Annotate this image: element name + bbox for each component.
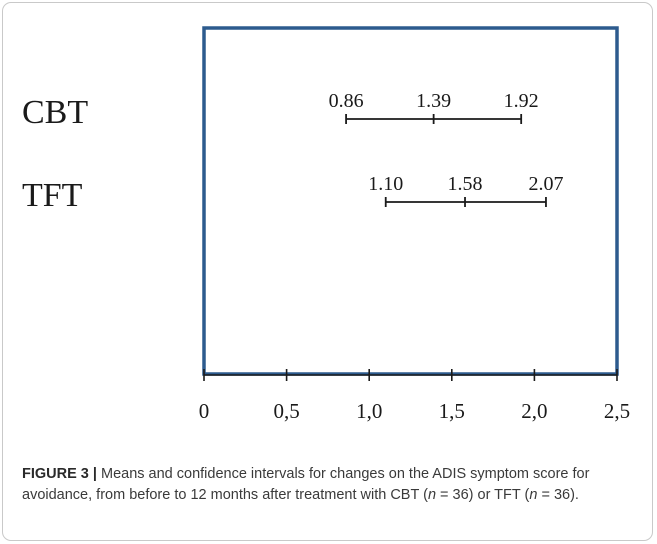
plot-frame [202, 26, 619, 376]
x-tick-label: 0,5 [273, 399, 299, 423]
x-tick-label: 1,5 [439, 399, 465, 423]
caption-n-symbol-1: n [427, 486, 437, 503]
caption-label: FIGURE 3 | [22, 466, 97, 482]
interval-cbt: CBT 0.86 1.39 1.92 [22, 90, 539, 131]
x-tick-label: 2,5 [604, 399, 630, 423]
x-tick-label: 1,0 [356, 399, 382, 423]
caption-text-3: = 36). [537, 486, 579, 503]
mean-value-label: 1.58 [448, 173, 483, 195]
caption-text-1: Means and confidence intervals for chang… [22, 466, 590, 503]
lower-value-label: 0.86 [329, 90, 364, 112]
figure-caption: FIGURE 3 | Means and confidence interval… [22, 464, 637, 505]
x-tick-label: 2,0 [521, 399, 547, 423]
series-name-label: CBT [22, 94, 88, 131]
x-axis: 0 0,5 1,0 1,5 2,0 2,5 [199, 369, 630, 423]
series-layer: CBT 0.86 1.39 1.92 TFT 1.10 1.58 2.07 [22, 90, 563, 214]
caption-text-2: = 36) or TFT ( [436, 486, 530, 503]
lower-value-label: 1.10 [368, 173, 403, 195]
mean-value-label: 1.39 [416, 90, 451, 112]
interval-tft: TFT 1.10 1.58 2.07 [22, 173, 563, 214]
series-name-label: TFT [22, 177, 83, 214]
upper-value-label: 1.92 [504, 90, 539, 112]
x-tick-label: 0 [199, 399, 210, 423]
caption-n-symbol-2: n [529, 486, 538, 503]
upper-value-label: 2.07 [528, 173, 563, 195]
